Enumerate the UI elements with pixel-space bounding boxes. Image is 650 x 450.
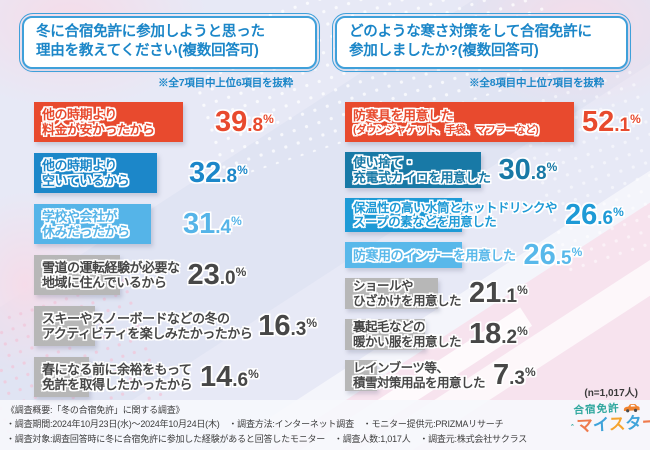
survey-detail-line: ・調査対象:調査回答時に冬に合宿免許に参加した経験があると回答したモニター ・調… bbox=[6, 433, 528, 444]
survey-overview: 《調査概要:「冬の合宿免許」に関する調査》 ・調査期間:2024年10月23日(… bbox=[6, 403, 527, 446]
survey-detail-line: ・調査期間:2024年10月23日(水)〜2024年10月24日(木) ・調査方… bbox=[6, 419, 504, 430]
bar-label: 防寒用のインナーを用意した bbox=[353, 247, 516, 263]
bar-value: 39.8% bbox=[215, 105, 274, 138]
bar-label: 使い捨て・ 充電式カイロを用意した bbox=[353, 154, 491, 186]
bar-row: 学校や会社が 休みだったから 31.4% bbox=[34, 204, 317, 245]
bar-value: 23.0% bbox=[187, 258, 247, 291]
bar-label: 春になる前に余裕をもって 免許を取得したかったから bbox=[42, 361, 193, 393]
bar-label: スキーやスノーボードなどの冬の アクティビティを楽しみたかったから bbox=[42, 310, 253, 342]
bar-row: 防寒用のインナーを用意した 26.5% bbox=[345, 238, 628, 271]
bar-label: 保温性の高い水筒とホットドリンクや スープの素などを用意した bbox=[353, 200, 558, 230]
bar-label: 学校や会社が 休みだったから bbox=[42, 208, 130, 240]
sample-size-note: (n=1,017人) bbox=[584, 388, 638, 399]
bar-value: 26.5% bbox=[523, 238, 583, 271]
bar-row: 使い捨て・ 充電式カイロを用意した 30.8% bbox=[345, 152, 628, 189]
bar-label: 裏起毛などの 暖かい服を用意した bbox=[353, 320, 462, 349]
right-chart-note: ※全8項目中上位7項目を抜粋 bbox=[469, 77, 604, 90]
bar-row: スキーやスノーボードなどの冬の アクティビティを楽しみたかったから 16.3% bbox=[34, 306, 317, 347]
bar-value: 7.3% bbox=[493, 359, 536, 392]
bar-row: 防寒具を用意した (ダウンジャケット、手袋、マフラーなど) 52.1% bbox=[345, 102, 641, 143]
bar-value: 21.1% bbox=[469, 277, 528, 310]
bar-value: 14.6% bbox=[200, 360, 259, 393]
right-chart-section: どのような寒さ対策をして合宿免許に 参加しましたか?(複数回答可) ※全8項目中… bbox=[332, 12, 641, 401]
right-bar-list: 防寒具を用意した (ダウンジャケット、手袋、マフラーなど) 52.1% 使い捨て・… bbox=[345, 102, 641, 392]
left-chart-section: 冬に合宿免許に参加しようと思った 理由を教えてください(複数回答可) ※全7項目… bbox=[19, 12, 320, 408]
left-bar-list: 他の時期より 料金が安かったから 39.8% 他の時期より 空いているから 32.8… bbox=[34, 102, 317, 398]
bar-label: 他の時期より 料金が安かったから bbox=[42, 106, 155, 138]
bar-value: 31.4% bbox=[183, 207, 242, 240]
bar-row: ショールや ひざかけを用意した 21.1% bbox=[345, 277, 628, 310]
bar-row: 保温性の高い水筒とホットドリンクや スープの素などを用意した 26.6% bbox=[345, 198, 628, 233]
bar-row: 他の時期より 空いているから 32.8% bbox=[34, 153, 317, 194]
right-question-line2: 参加しましたか?(複数回答可) bbox=[349, 43, 539, 60]
bar-label: 雪道の運転経験が必要な 地域に住んでいるから bbox=[42, 259, 180, 291]
left-question-line2: 理由を教えてください(複数回答可) bbox=[36, 43, 259, 60]
bar-value: 16.3% bbox=[258, 309, 317, 342]
survey-heading: 《調査概要:「冬の合宿免許」に関する調査》 bbox=[6, 405, 185, 415]
bar-value: 30.8% bbox=[498, 153, 558, 186]
bar-row: 裏起毛などの 暖かい服を用意した 18.2% bbox=[345, 318, 628, 351]
bar-label: レインブーツ等、 積雪対策用品を用意した bbox=[353, 361, 486, 390]
right-question-line1: どのような寒さ対策をして合宿免許に bbox=[349, 24, 592, 40]
right-question-box: どのような寒さ対策をして合宿免許に 参加しましたか?(複数回答可) bbox=[332, 12, 631, 73]
bar-label: 他の時期より 空いているから bbox=[42, 157, 130, 189]
bar-row: 他の時期より 料金が安かったから 39.8% bbox=[34, 102, 317, 143]
bar-value: 26.6% bbox=[565, 198, 624, 231]
left-question-line1: 冬に合宿免許に参加しようと思った bbox=[36, 24, 265, 40]
left-question-box: 冬に合宿免許に参加しようと思った 理由を教えてください(複数回答可) bbox=[19, 12, 320, 73]
car-icon bbox=[623, 404, 640, 413]
bar-label: ショールや ひざかけを用意した bbox=[353, 279, 462, 308]
bar-value: 52.1% bbox=[582, 105, 641, 138]
bar-row: 春になる前に余裕をもって 免許を取得したかったから 14.6% bbox=[34, 357, 317, 398]
bar-value: 32.8% bbox=[189, 156, 248, 189]
bar-row: 雪道の運転経験が必要な 地域に住んでいるから 23.0% bbox=[34, 255, 317, 296]
left-chart-note: ※全7項目中上位6項目を抜粋 bbox=[158, 77, 293, 90]
bar-label: 防寒具を用意した (ダウンジャケット、手袋、マフラーなど) bbox=[353, 108, 539, 136]
logo-text-bottom: ＾マイスター bbox=[568, 413, 650, 436]
bar-value: 18.2% bbox=[469, 318, 528, 351]
brand-logo: 合宿免許 ＾マイスター bbox=[567, 399, 650, 436]
